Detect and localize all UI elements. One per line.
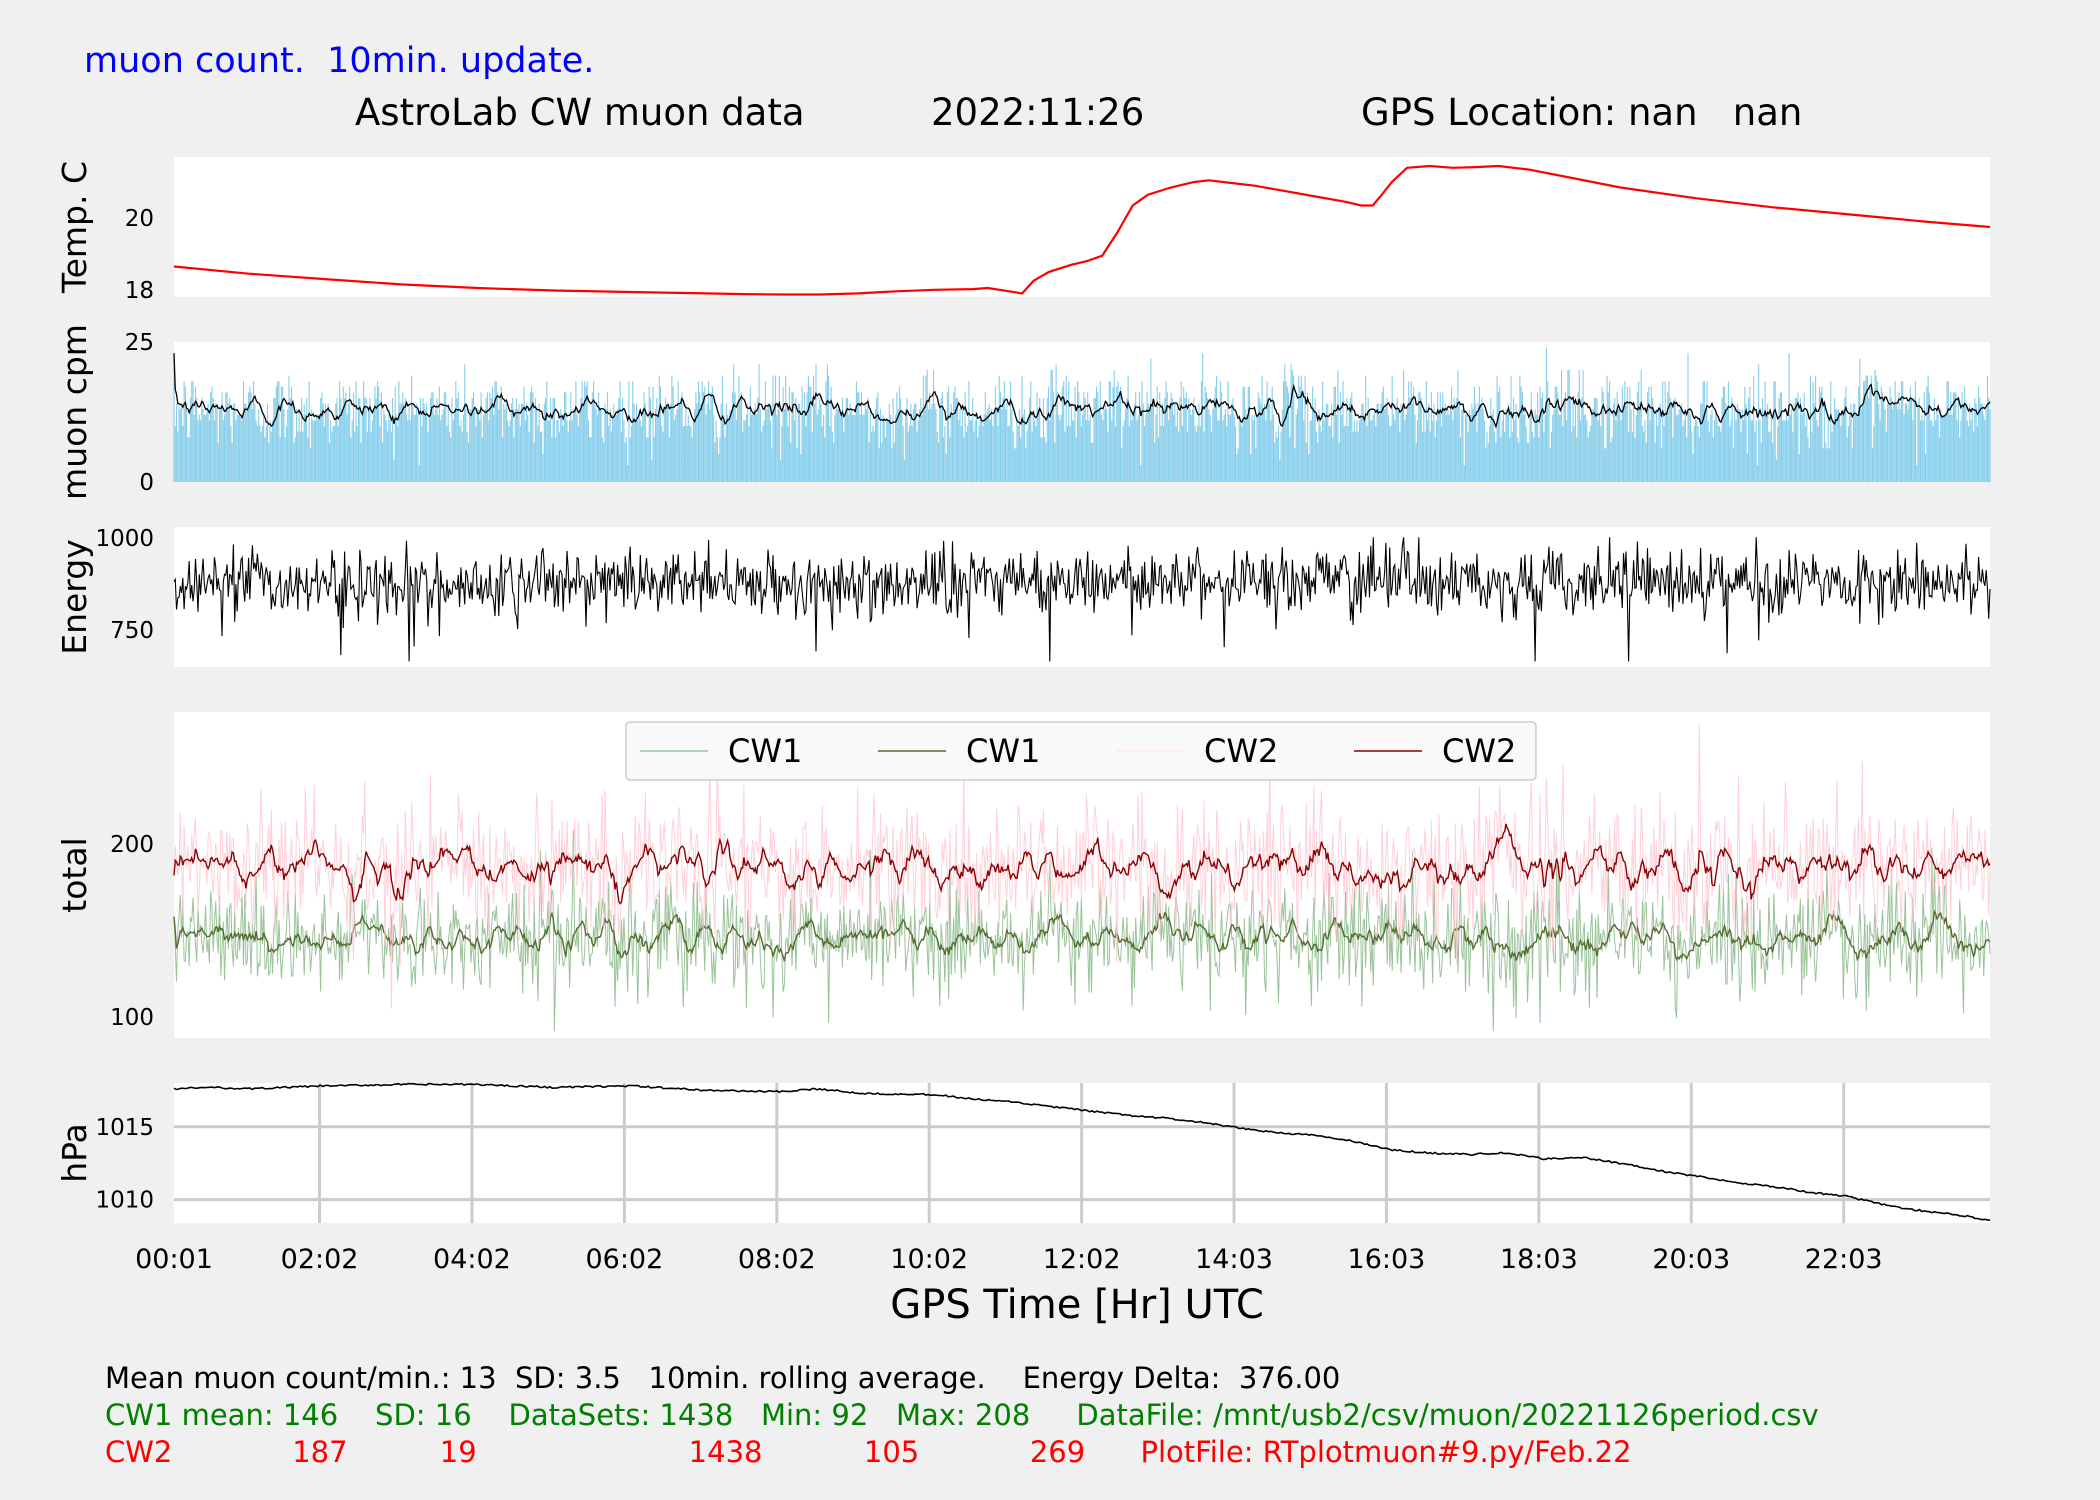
xtick-label-3: 06:02 [585, 1244, 663, 1275]
xtick-label-0: 00:01 [135, 1244, 213, 1275]
temp-ylabel: Temp. C [55, 161, 94, 294]
footer-cw2-stats: CW2 187 19 1438 105 269 PlotFile: RTplot… [105, 1435, 1632, 1469]
temp-panel [174, 157, 1990, 297]
xtick-label-7: 14:03 [1195, 1244, 1273, 1275]
pressure-ytick-1015: 1015 [95, 1115, 154, 1141]
muon-bars [173, 347, 1991, 482]
temp-line [173, 164, 1991, 296]
xtick-label-9: 18:03 [1500, 1244, 1578, 1275]
xtick-label-2: 04:02 [433, 1244, 511, 1275]
total-avg-line-cw1 [173, 909, 1991, 962]
xtick-label-5: 10:02 [890, 1244, 968, 1275]
energy-line [173, 537, 1991, 662]
legend-label-1: CW1 [966, 732, 1040, 770]
energy-ylabel: Energy [55, 539, 94, 655]
muon-rolling-average-line [173, 353, 1991, 429]
temp-ytick-20: 20 [125, 206, 154, 232]
muon-bar-series [173, 347, 1991, 482]
total-ytick-200: 200 [110, 832, 154, 858]
x-axis-label: GPS Time [Hr] UTC [890, 1282, 1264, 1328]
xtick-label-4: 08:02 [738, 1244, 816, 1275]
xtick-label-11: 22:03 [1805, 1244, 1883, 1275]
legend-label-0: CW1 [728, 732, 802, 770]
temp-ytick-18: 18 [125, 278, 154, 304]
legend-box [625, 721, 1537, 781]
footer-cw1-stats: CW1 mean: 146 SD: 16 DataSets: 1438 Min:… [105, 1398, 1819, 1432]
xtick-label-10: 20:03 [1652, 1244, 1730, 1275]
gps-location: GPS Location: nan nan [1361, 91, 1803, 134]
total-legend: CW1 CW1 CW2 CW2 [625, 721, 1537, 781]
legend-label-2: CW2 [1204, 732, 1278, 770]
xtick-label-1: 02:02 [281, 1244, 359, 1275]
pressure-ytick-1010: 1010 [95, 1188, 154, 1214]
muon-ytick-25: 25 [125, 330, 154, 356]
xtick-label-8: 16:03 [1348, 1244, 1426, 1275]
total-ylabel: total [55, 837, 94, 912]
pressure-ylabel: hPa [55, 1123, 94, 1183]
muon-ylabel: muon cpm [55, 324, 94, 500]
legend-label-3: CW2 [1442, 732, 1516, 770]
energy-ytick-750: 750 [110, 618, 154, 644]
muon-ytick-0: 0 [139, 470, 154, 496]
update-note: muon count. 10min. update. [84, 41, 595, 81]
xtick-label-6: 12:02 [1043, 1244, 1121, 1275]
chart-title: AstroLab CW muon data [355, 91, 805, 134]
footer-muon-stats: Mean muon count/min.: 13 SD: 3.5 10min. … [105, 1361, 1341, 1395]
energy-ytick-1000: 1000 [95, 526, 154, 552]
muon-panel [174, 342, 1990, 482]
chart-date: 2022:11:26 [931, 91, 1145, 134]
total-avg-line-cw2 [173, 823, 1991, 905]
total-ytick-100: 100 [110, 1005, 154, 1031]
total-raw-line-cw1 [173, 829, 1991, 1032]
pressure-line [173, 1082, 1991, 1221]
